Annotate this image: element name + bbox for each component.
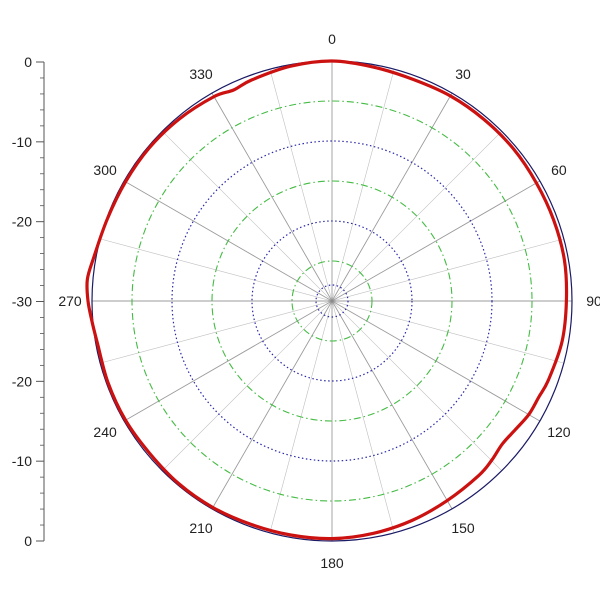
angle-label: 270 [58,293,82,309]
grid-circle-blue [251,220,413,382]
axis-tick-label: 0 [24,54,32,70]
axis-tick-label: -10 [12,134,32,150]
grid-circle-green [131,100,533,502]
axis-tick-label: -30 [12,294,32,310]
grid-circle-green [291,260,373,342]
angle-label: 180 [320,555,344,571]
series-line [85,59,569,541]
angle-label: 30 [455,66,471,82]
radial-axis: 0 -10 -20 -30 -20 -10 0 [12,54,45,549]
angle-labels: 0 30 60 90 120 150 180 210 240 270 300 330 [58,31,600,571]
angle-label: 300 [93,162,117,178]
grid-circle-blue [171,140,493,462]
axis-tick-label: 0 [24,533,32,549]
axis-tick-label: -10 [12,453,32,469]
angle-label: 60 [551,162,567,178]
angle-label: 210 [189,520,213,536]
axis-tick-label: -20 [12,214,32,230]
grid-circle-green [211,180,453,422]
angle-label: 90 [586,293,600,309]
angle-label: 120 [547,424,571,440]
series-layer [85,59,569,541]
axis-tick-label: -20 [12,373,32,389]
angle-label: 0 [328,31,336,47]
angle-label: 330 [189,66,213,82]
grid-circle-blue [315,284,349,318]
angle-label: 150 [451,520,475,536]
angle-label: 240 [93,424,117,440]
